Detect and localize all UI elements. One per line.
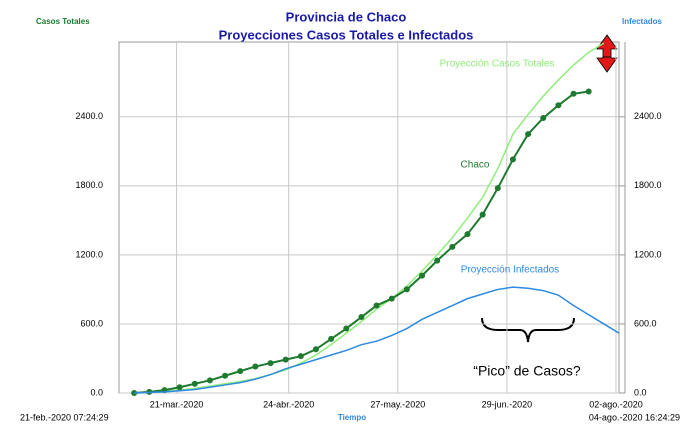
series-marker [312,346,319,353]
x-tick-label: 21-mar.-2020 [150,399,204,409]
series-marker [449,243,456,250]
y-axis-title: Casos Totales [36,17,90,26]
series-marker [373,302,380,309]
series-marker [464,231,471,238]
annotation: Proyección Casos Totales [440,59,555,70]
series-marker [479,211,486,218]
series-marker [494,185,501,192]
x-tick-label: 24-abr.-2020 [263,399,314,409]
series-marker [267,360,274,367]
y-tick-label: 600.0 [80,318,103,328]
series-marker [525,131,532,138]
annotation: Proyección Infectados [461,265,559,276]
x-tick-label: 27-may.-2020 [370,399,425,409]
series-marker [343,325,350,332]
series-marker [570,90,577,97]
chart-title: Provincia de Chaco [286,9,407,24]
series-marker [358,314,365,321]
series-marker [297,353,304,360]
series-marker [328,335,335,342]
y2-tick-label: 1200.0 [634,249,662,259]
y2-axis-title: Infectados [622,17,663,26]
x-axis-title: Tiempo [338,413,366,422]
series-marker [540,114,547,121]
series-marker [206,377,213,384]
series-line [134,42,605,394]
series-marker [585,88,592,95]
series-marker [176,384,183,391]
series-marker [419,272,426,279]
y2-tick-label: 2400.0 [634,111,662,121]
y-tick-label: 0.0 [90,387,103,397]
y-tick-label: 1200.0 [75,249,103,259]
red-arrow [596,34,618,73]
y2-tick-label: 0.0 [634,387,647,397]
series-marker [191,380,198,387]
brace [481,317,575,343]
series-marker [509,156,516,163]
series-marker [388,295,395,302]
annotation: “Pico” de Casos? [473,363,581,379]
y-tick-label: 2400.0 [75,111,103,121]
x-end-label: 04-ago.-2020 16:24:29 [589,412,680,422]
series-marker [252,363,259,370]
x-start-label: 21-feb.-2020 07:24:29 [20,412,109,422]
series-marker [555,102,562,109]
x-tick-label: 29-jun.-2020 [482,399,533,409]
y2-tick-label: 1800.0 [634,180,662,190]
series-marker [237,368,244,375]
series-marker [434,257,441,264]
series-line [134,286,620,394]
series-marker [282,356,289,363]
chart-subtitle: Proyecciones Casos Totales e Infectados [219,27,474,42]
x-tick-label: 02-ago.-2020 [589,399,643,409]
y-tick-label: 1800.0 [75,180,103,190]
series-line [134,90,589,394]
y2-tick-label: 600.0 [634,318,657,328]
annotation: Chaco [461,160,490,171]
series-marker [403,286,410,293]
series-marker [222,372,229,379]
